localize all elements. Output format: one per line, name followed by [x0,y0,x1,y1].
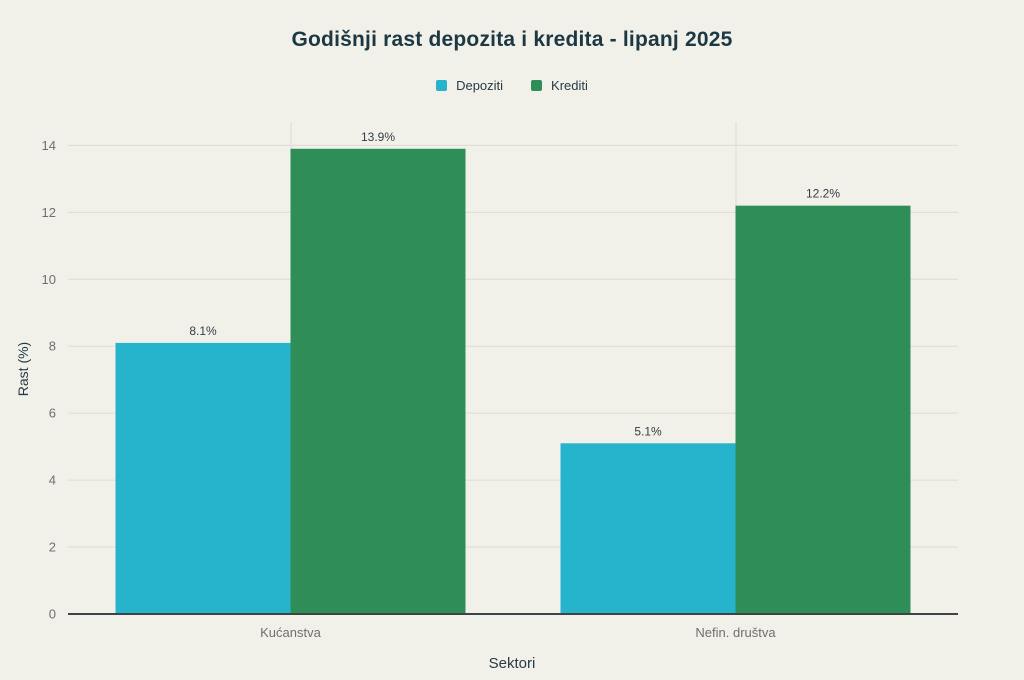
bar-value-label: 13.9% [361,130,395,144]
x-tick-label: Nefin. društva [695,625,776,640]
y-tick-label: 10 [42,272,56,287]
y-tick-label: 6 [49,406,56,421]
bar-value-label: 5.1% [634,424,662,438]
chart-title: Godišnji rast depozita i kredita - lipan… [291,28,733,51]
bar-depoziti-0 [115,342,291,614]
legend-item-krediti: Krediti [531,78,588,93]
legend-item-depoziti: Depoziti [436,78,503,93]
bar-krediti-0 [290,148,466,614]
legend-swatch-krediti [531,80,543,91]
y-tick-label: 12 [42,205,56,220]
y-tick-label: 0 [49,607,56,622]
y-tick-label: 2 [49,540,56,555]
legend: Depoziti Krediti [0,78,1024,93]
y-tick-label: 14 [42,138,56,153]
legend-label: Krediti [551,78,588,93]
y-tick-label: 4 [49,473,56,488]
bar-krediti-1 [735,205,911,614]
bar-depoziti-1 [560,443,736,614]
bar-value-label: 12.2% [806,187,840,201]
legend-swatch-depoziti [436,80,448,91]
x-axis-title: Sektori [488,655,536,672]
legend-label: Depoziti [456,78,504,93]
bar-value-label: 8.1% [189,324,217,338]
y-axis-title: Rast (%) [15,341,31,397]
y-tick-label: 8 [49,339,56,354]
x-tick-label: Kućanstva [260,625,321,640]
